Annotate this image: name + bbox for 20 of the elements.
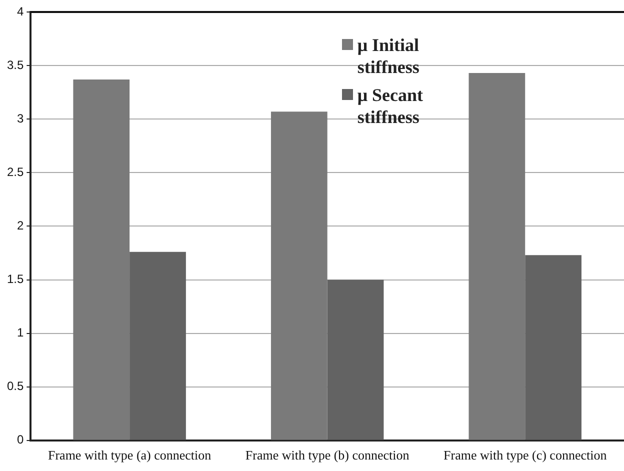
y-tick-label: 0 (16, 432, 24, 447)
x-tick-label: Frame with type (a) connection (48, 448, 212, 463)
bar (130, 252, 186, 440)
y-tick-label: 4 (16, 4, 24, 18)
y-tick-label: 1.5 (6, 272, 24, 286)
y-tick-label: 0.5 (6, 379, 24, 394)
bar (525, 255, 582, 440)
y-tick-label: 3.5 (6, 58, 24, 72)
y-tick-label: 2 (16, 218, 24, 233)
x-tick-label: Frame with type (b) connection (245, 448, 410, 463)
y-tick-label: 3 (16, 111, 24, 126)
bar (468, 73, 526, 440)
bar (327, 280, 384, 440)
bar (270, 112, 328, 440)
y-tick-label: 2.5 (6, 164, 24, 179)
x-tick-label: Frame with type (c) connection (444, 448, 608, 463)
bar (73, 79, 130, 440)
legend-label: μ Secant stiffness (357, 84, 424, 128)
y-tick-label: 1 (16, 326, 24, 340)
legend-label: μ Initial stiffness (357, 34, 420, 78)
